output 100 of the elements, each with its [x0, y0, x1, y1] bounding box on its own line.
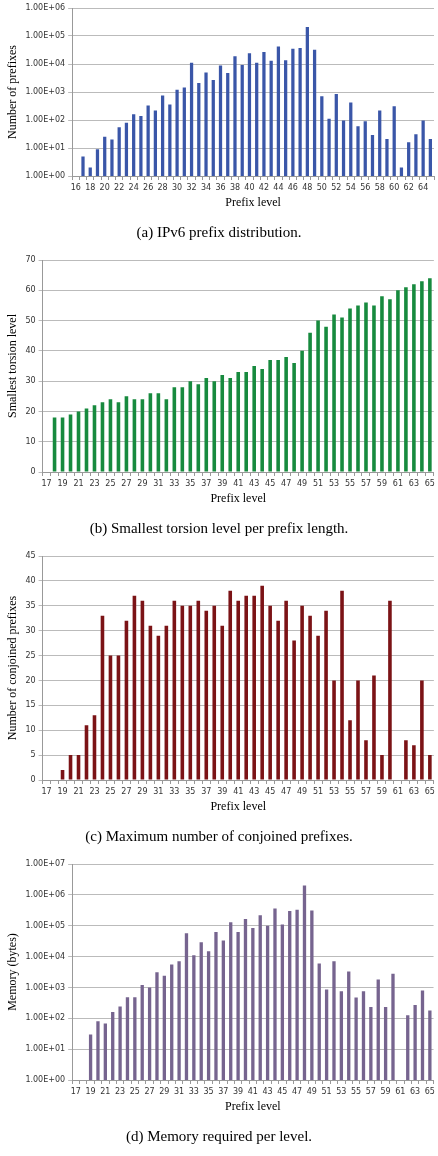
x-tick-label: 28: [157, 182, 168, 192]
x-tick-label: 26: [143, 182, 154, 192]
bar: [356, 305, 360, 472]
x-tick-label: 37: [201, 786, 212, 796]
x-tick-label: 31: [153, 478, 164, 488]
x-tick-label: 29: [137, 478, 148, 488]
y-tick-label: 40: [25, 575, 36, 585]
x-tick-label: 31: [153, 786, 164, 796]
x-tick-label: 40: [244, 182, 255, 192]
x-tick-label: 58: [374, 182, 385, 192]
x-tick-label: 65: [424, 1086, 435, 1096]
x-tick-label: 53: [328, 478, 340, 488]
bar: [228, 590, 233, 780]
x-tick-label: 17: [41, 786, 52, 796]
bar: [220, 375, 225, 472]
x-tick-label: 29: [159, 1086, 170, 1096]
bar: [244, 595, 248, 780]
x-tick-label: 17: [41, 478, 52, 488]
x-tick-label: 65: [424, 478, 435, 488]
x-tick-label: 25: [129, 1086, 140, 1096]
bar: [412, 284, 416, 472]
x-axis-title: Prefix level: [225, 1098, 282, 1113]
x-tick-label: 43: [262, 1086, 273, 1096]
x-tick-label: 21: [73, 478, 84, 488]
x-tick-label: 45: [265, 786, 276, 796]
bar: [212, 605, 217, 780]
x-tick-label: 27: [144, 1086, 155, 1096]
x-tick-label: 35: [203, 1086, 214, 1096]
y-tick-label: 1.00E+07: [25, 859, 66, 869]
x-tick-label: 47: [281, 478, 292, 488]
x-tick-label: 37: [218, 1086, 229, 1096]
x-tick-label: 22: [114, 182, 125, 192]
x-tick-label: 27: [121, 786, 132, 796]
x-tick-label: 51: [312, 786, 324, 796]
bar: [260, 369, 264, 472]
x-tick-label: 21: [73, 786, 84, 796]
y-tick-label: 10: [25, 436, 36, 446]
bar: [420, 281, 424, 472]
y-tick-label: 30: [25, 625, 36, 635]
x-tick-label: 39: [217, 786, 228, 796]
y-axis-title: Number of prefixes: [5, 44, 20, 139]
y-tick-label: 5: [30, 750, 36, 760]
y-tick-label: 20: [25, 675, 36, 685]
bar: [284, 356, 288, 472]
x-tick-label: 54: [345, 182, 356, 192]
x-tick-label: 55: [351, 1086, 362, 1096]
x-tick-label: 35: [185, 478, 196, 488]
x-tick-label: 17: [70, 1086, 81, 1096]
bar: [196, 600, 201, 780]
x-tick-label: 24: [128, 182, 139, 192]
x-tick-label: 55: [344, 478, 356, 488]
x-tick-label: 21: [100, 1086, 111, 1096]
y-tick-label: 1.00E+04: [25, 59, 66, 69]
y-tick-label: 50: [25, 315, 36, 325]
x-tick-label: 38: [229, 182, 241, 192]
y-tick-label: 1.00E+04: [25, 951, 66, 961]
y-tick-label: 45: [25, 551, 36, 561]
x-tick-label: 32: [186, 182, 197, 192]
bar: [212, 381, 217, 472]
y-tick-label: 20: [25, 406, 36, 416]
x-tick-label: 63: [410, 1086, 421, 1096]
y-tick-label: 10: [25, 725, 36, 735]
x-axis-title: Prefix level: [210, 798, 267, 813]
text: (b) Smallest torsion level per prefix length.: [89, 519, 349, 537]
bar: [396, 290, 400, 472]
x-tick-label: 52: [331, 182, 342, 192]
bar: [228, 378, 233, 472]
x-tick-label: 47: [281, 786, 292, 796]
y-tick-label: 1.00E+00: [25, 171, 66, 181]
text: (d) Memory required per level.: [125, 1127, 313, 1145]
bar: [428, 755, 432, 780]
x-tick-label: 57: [360, 786, 372, 796]
bar: [316, 635, 320, 780]
x-tick-label: 49: [297, 478, 308, 488]
x-tick-label: 16: [70, 182, 81, 192]
bar: [380, 296, 384, 472]
x-tick-label: 33: [169, 786, 180, 796]
bar: [284, 600, 288, 780]
x-tick-label: 51: [312, 478, 324, 488]
x-tick-label: 57: [360, 478, 372, 488]
x-tick-label: 45: [277, 1086, 288, 1096]
x-tick-label: 48: [302, 182, 313, 192]
x-tick-label: 65: [424, 786, 435, 796]
x-tick-label: 41: [233, 786, 244, 796]
x-tick-label: 35: [185, 786, 196, 796]
y-tick-label: 1.00E+05: [25, 31, 66, 41]
y-axis-title: Smallest torsion level: [5, 313, 20, 418]
bar: [236, 600, 241, 780]
bar: [356, 680, 360, 780]
bar: [404, 287, 408, 472]
bar: [332, 680, 336, 780]
y-tick-label: 15: [25, 700, 36, 710]
bar: [372, 675, 376, 780]
x-tick-label: 49: [306, 1086, 317, 1096]
x-axis-title: Prefix level: [210, 490, 267, 505]
y-tick-label: 1.00E+03: [25, 87, 66, 97]
y-tick-label: 1.00E+01: [25, 1044, 66, 1054]
bar: [380, 755, 384, 780]
bar: [340, 590, 344, 780]
x-tick-label: 41: [247, 1086, 258, 1096]
